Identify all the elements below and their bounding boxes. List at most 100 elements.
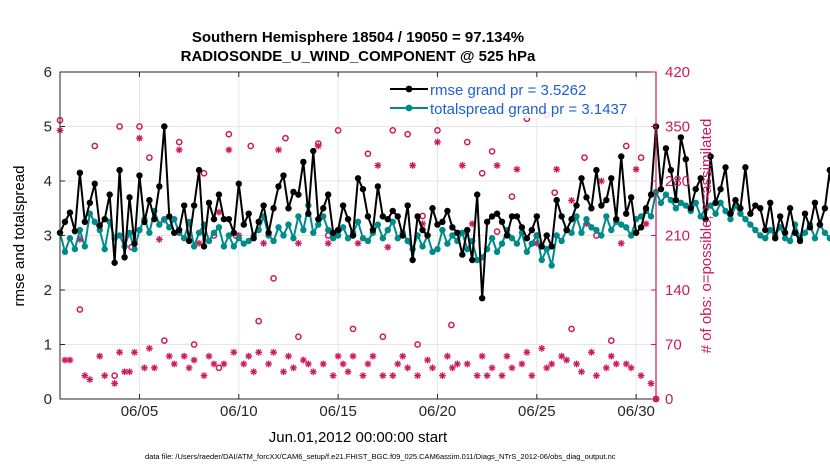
rmse-point xyxy=(603,196,610,204)
obs-assimilated-stroke xyxy=(528,372,535,379)
obs-assimilated-stroke xyxy=(399,353,406,360)
rmse-point xyxy=(781,229,789,236)
obs-assimilated-marker xyxy=(215,208,223,216)
rmse-point xyxy=(339,202,347,209)
obs-assimilated-marker xyxy=(553,165,561,173)
obs-assimilated-marker xyxy=(136,134,143,142)
spread-point xyxy=(598,232,605,239)
obs-assimilated-stroke xyxy=(429,364,436,371)
rmse-point xyxy=(265,229,272,236)
spread-point xyxy=(285,221,292,228)
obs-assimilated-stroke xyxy=(499,372,505,379)
y-tick-right-label: 0 xyxy=(665,391,673,408)
spread-point xyxy=(667,196,675,204)
obs-assimilated-stroke xyxy=(459,162,466,169)
obs-assimilated-marker xyxy=(588,348,595,356)
rmse-point xyxy=(91,180,98,187)
spread-point xyxy=(329,235,337,242)
rmse-point xyxy=(300,158,307,166)
rmse-point xyxy=(329,229,337,236)
obs-assimilated-stroke xyxy=(449,364,456,371)
obs-assimilated-marker xyxy=(463,360,471,368)
obs-assimilated-stroke xyxy=(96,353,103,360)
obs-assimilated-marker xyxy=(195,239,203,247)
spread-point xyxy=(429,248,436,256)
obs-assimilated-stroke xyxy=(176,146,183,153)
rmse-point xyxy=(662,145,670,152)
obs-assimilated-stroke xyxy=(424,357,431,363)
spread-point xyxy=(508,235,516,242)
obs-assimilated-stroke xyxy=(563,357,570,363)
x-tick-label: 06/20 xyxy=(419,403,457,420)
obs-assimilated-stroke xyxy=(598,178,605,184)
legend-spread-label: totalspread grand pr = 3.1437 xyxy=(430,101,627,118)
obs-assimilated-stroke xyxy=(573,361,580,367)
obs-assimilated-marker xyxy=(155,235,163,243)
obs-possible-marker xyxy=(637,154,645,161)
spread-point xyxy=(781,235,789,242)
spread-point xyxy=(171,215,178,223)
rmse-point xyxy=(772,235,779,242)
obs-assimilated-stroke xyxy=(628,364,635,371)
obs-assimilated-stroke xyxy=(345,368,351,375)
obs-assimilated-stroke xyxy=(464,361,471,367)
spread-point xyxy=(325,226,332,234)
spread-point xyxy=(245,237,252,245)
spread-point xyxy=(553,232,560,239)
y-tick-left-label: 6 xyxy=(44,64,52,81)
obs-assimilated-stroke xyxy=(643,220,649,227)
obs-assimilated-marker xyxy=(593,372,600,380)
axis-layer: 06/05 06/10 06/15 06/20 06/25 06/30 0 1 2 3 4 5 6 0 70… xyxy=(44,64,690,420)
spread-point xyxy=(657,199,665,206)
rmse-point xyxy=(548,243,555,250)
rmse-point xyxy=(732,196,739,204)
spread-point xyxy=(81,243,89,250)
rmse-point xyxy=(776,213,784,220)
obs-assimilated-stroke xyxy=(265,361,272,367)
rmse-point xyxy=(692,185,699,193)
obs-possible-marker xyxy=(200,169,208,177)
obs-possible-marker xyxy=(463,138,471,146)
obs-assimilated-marker xyxy=(538,344,546,352)
obs-assimilated-stroke xyxy=(295,240,302,247)
obs-assimilated-stroke xyxy=(166,353,173,360)
spread-point xyxy=(493,248,501,256)
obs-layer xyxy=(56,111,660,403)
obs-assimilated-marker xyxy=(424,356,431,364)
obs-possible-marker xyxy=(282,134,289,142)
spread-point xyxy=(66,235,74,242)
spread-point xyxy=(712,210,719,217)
obs-assimilated-stroke xyxy=(379,372,386,379)
obs-assimilated-stroke xyxy=(255,349,262,356)
obs-assimilated-marker xyxy=(96,352,104,360)
obs-assimilated-stroke xyxy=(131,349,138,356)
obs-assimilated-marker xyxy=(220,360,228,368)
obs-assimilated-marker xyxy=(250,368,258,376)
rmse-point xyxy=(399,232,406,239)
x-tick-label: 06/05 xyxy=(121,403,159,420)
spread-point xyxy=(230,243,238,250)
obs-assimilated-marker xyxy=(185,364,193,372)
obs-assimilated-marker xyxy=(622,360,630,368)
obs-assimilated-marker xyxy=(508,364,516,372)
obs-assimilated-stroke xyxy=(548,361,555,367)
obs-assimilated-marker xyxy=(354,239,362,247)
obs-assimilated-marker xyxy=(180,352,188,360)
obs-assimilated-stroke xyxy=(633,166,640,173)
rmse-point xyxy=(623,210,630,217)
obs-assimilated-marker xyxy=(434,138,441,146)
rmse-point xyxy=(220,215,228,223)
obs-assimilated-stroke xyxy=(588,349,595,356)
rmse-point xyxy=(742,164,749,171)
obs-possible-marker xyxy=(334,127,342,134)
spread-point xyxy=(389,218,396,226)
obs-assimilated-stroke xyxy=(275,146,282,153)
rmse-point xyxy=(712,199,719,206)
spread-point xyxy=(275,224,282,231)
obs-assimilated-stroke xyxy=(514,166,520,173)
obs-assimilated-stroke xyxy=(623,361,630,367)
obs-possible-marker xyxy=(175,138,183,146)
rmse-point xyxy=(419,226,426,234)
spread-point xyxy=(474,256,481,264)
obs-possible-marker xyxy=(160,337,168,344)
